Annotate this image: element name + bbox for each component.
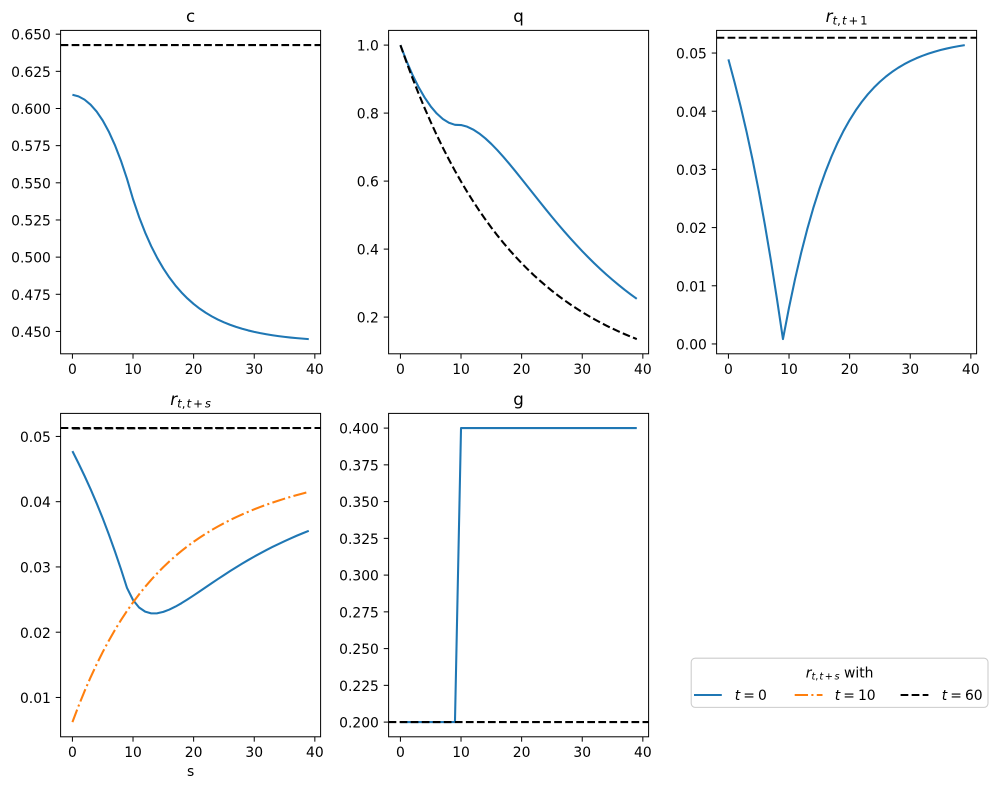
y-tick-label: 0.300 bbox=[339, 569, 379, 585]
y-tick-label: 0.525 bbox=[11, 214, 51, 230]
x-tick-label: 0 bbox=[68, 362, 77, 378]
x-tick-label: 30 bbox=[901, 362, 919, 378]
series-r-one-period-transition bbox=[727, 44, 965, 341]
x-tick-label: 0 bbox=[724, 362, 733, 378]
x-tick-label: 10 bbox=[124, 745, 142, 761]
y-tick-label: 0.450 bbox=[11, 325, 51, 341]
legend-entry: t = 0 bbox=[694, 688, 767, 704]
y-tick-label: 0.05 bbox=[20, 430, 51, 446]
legend-entry: t = 60 bbox=[900, 688, 983, 704]
legend-entry: t = 10 bbox=[794, 688, 876, 704]
y-tick-label: 0.04 bbox=[676, 105, 707, 121]
x-tick-label: 0 bbox=[396, 745, 405, 761]
x-tick-label: 40 bbox=[634, 745, 652, 761]
y-tick-label: 0.600 bbox=[11, 102, 51, 118]
x-tick-label: 30 bbox=[245, 362, 263, 378]
subplot-q: 0 10 20 30 40 0.2 0.4 0.6 0.8 1.0 q bbox=[357, 7, 652, 378]
legend-title: rt,t + s with bbox=[806, 665, 874, 682]
x-tick-label: 20 bbox=[185, 745, 203, 761]
x-tick-label: 20 bbox=[185, 362, 203, 378]
y-tick-label: 0.375 bbox=[339, 458, 379, 474]
legend: rt,t + s with t = 0 t = 10 t = 60 bbox=[690, 657, 989, 708]
x-axis-label: s bbox=[187, 764, 194, 780]
x-tick-label: 40 bbox=[306, 362, 324, 378]
y-tick-label: 0.350 bbox=[339, 495, 379, 511]
axes-frame bbox=[388, 412, 650, 738]
y-tick-label: 0.2 bbox=[357, 311, 379, 327]
subplot-g: 0 10 20 30 40 0.200 0.225 0.250 0.275 0.300 0.325 0… bbox=[339, 390, 652, 761]
series-term-structure-t0 bbox=[71, 450, 310, 615]
subplot-title: rt,t +1 bbox=[826, 7, 868, 28]
series-g-path bbox=[400, 427, 637, 724]
x-tick-label: 40 bbox=[634, 362, 652, 378]
x-tick-label: 0 bbox=[68, 745, 77, 761]
y-tick-label: 0.225 bbox=[339, 679, 379, 695]
legend-label: t = 0 bbox=[735, 688, 767, 704]
x-tick-label: 20 bbox=[513, 745, 531, 761]
y-tick-label: 0.4 bbox=[357, 243, 379, 259]
y-tick-label: 0.575 bbox=[11, 139, 51, 155]
x-tick-label: 20 bbox=[513, 362, 531, 378]
y-tick-label: 0.275 bbox=[339, 605, 379, 621]
axes-frame bbox=[716, 29, 978, 355]
x-tick-label: 10 bbox=[452, 745, 470, 761]
y-tick-label: 0.625 bbox=[11, 65, 51, 81]
x-tick-label: 40 bbox=[962, 362, 980, 378]
y-tick-label: 0.550 bbox=[11, 176, 51, 192]
y-tick-label: 0.500 bbox=[11, 251, 51, 267]
y-tick-label: 0.200 bbox=[339, 716, 379, 732]
legend-label: t = 10 bbox=[835, 688, 876, 704]
y-tick-label: 0.475 bbox=[11, 288, 51, 304]
legend-label: t = 60 bbox=[942, 688, 983, 704]
series-c-transition-path bbox=[72, 93, 309, 341]
axes-frame bbox=[388, 29, 650, 355]
y-tick-label: 0.00 bbox=[676, 338, 707, 354]
subplot-title: rt,t + s bbox=[170, 390, 211, 411]
y-tick-label: 0.400 bbox=[339, 422, 379, 438]
x-tick-label: 10 bbox=[124, 362, 142, 378]
y-tick-label: 1.0 bbox=[357, 39, 379, 55]
x-tick-label: 0 bbox=[396, 362, 405, 378]
axes-frame bbox=[60, 29, 322, 355]
y-tick-label: 0.02 bbox=[20, 626, 51, 642]
subplot-r_t_ts: 0 10 20 30 40 0.01 0.02 0.03 0.04 0.05 rt,t + s s bbox=[20, 390, 324, 780]
series-q-transition-path bbox=[399, 44, 638, 300]
x-tick-label: 10 bbox=[780, 362, 798, 378]
subplot-c: 0 10 20 30 40 0.450 0.475 0.500 0.525 0.550 0.575 0… bbox=[11, 7, 324, 378]
subplot-title: q bbox=[513, 7, 524, 26]
y-tick-label: 0.01 bbox=[676, 279, 707, 295]
y-tick-label: 0.8 bbox=[357, 107, 379, 123]
y-tick-label: 0.325 bbox=[339, 532, 379, 548]
y-tick-label: 0.04 bbox=[20, 495, 51, 511]
x-tick-label: 30 bbox=[573, 362, 591, 378]
x-tick-label: 30 bbox=[245, 745, 263, 761]
subplot-title: g bbox=[513, 390, 524, 409]
y-tick-label: 0.650 bbox=[11, 28, 51, 44]
y-tick-label: 0.03 bbox=[676, 163, 707, 179]
y-tick-label: 0.01 bbox=[20, 691, 51, 707]
y-tick-label: 0.02 bbox=[676, 221, 707, 237]
y-tick-label: 0.03 bbox=[20, 560, 51, 576]
y-tick-label: 0.250 bbox=[339, 642, 379, 658]
y-tick-label: 0.6 bbox=[357, 175, 379, 191]
axes-frame bbox=[60, 412, 322, 738]
x-tick-label: 30 bbox=[573, 745, 591, 761]
x-tick-label: 40 bbox=[306, 745, 324, 761]
x-tick-label: 10 bbox=[452, 362, 470, 378]
y-tick-label: 0.05 bbox=[676, 47, 707, 63]
subplot-title: c bbox=[186, 7, 195, 26]
subplot-r_t_t1: 0 10 20 30 40 0.00 0.01 0.02 0.03 0.04 0.05 rt,t +1 bbox=[676, 7, 980, 378]
series-term-structure-t10 bbox=[71, 490, 310, 723]
x-tick-label: 20 bbox=[841, 362, 859, 378]
series-q-steady-state-path bbox=[399, 44, 638, 341]
